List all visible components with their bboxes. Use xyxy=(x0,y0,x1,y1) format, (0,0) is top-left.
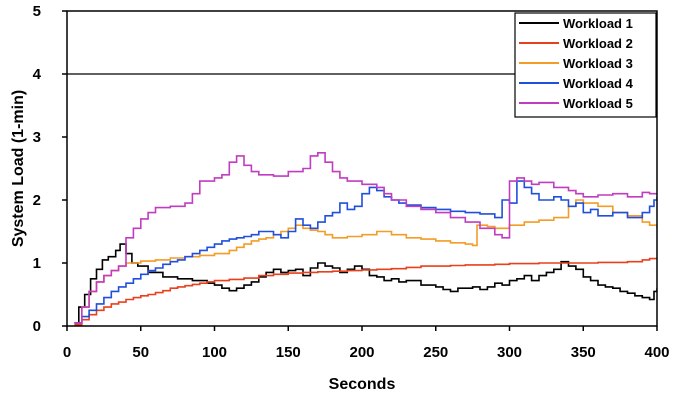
series-line-workload-4 xyxy=(74,180,657,324)
series-line-workload-1 xyxy=(74,243,657,324)
series-line-workload-5 xyxy=(74,152,657,324)
legend-box xyxy=(514,12,657,118)
x-axis: 0 50 100 150 200 250 300 350 400 xyxy=(63,326,670,361)
x-tick-label: 100 xyxy=(202,344,227,361)
legend: Workload 1 Workload 2 Workload 3 Workload 4… xyxy=(514,12,657,118)
x-tick-label: 300 xyxy=(497,344,522,361)
legend-label: Workload 2 xyxy=(563,36,633,51)
x-tick-label: 250 xyxy=(423,344,448,361)
legend-label: Workload 5 xyxy=(563,96,633,111)
series-layer xyxy=(74,152,657,326)
y-tick-label: 5 xyxy=(33,3,41,20)
y-tick-label: 2 xyxy=(33,192,41,209)
x-tick-label: 350 xyxy=(571,344,596,361)
series-line-workload-3 xyxy=(74,199,657,324)
x-tick-label: 0 xyxy=(63,344,71,361)
series-line-workload-2 xyxy=(74,257,657,326)
x-tick-label: 400 xyxy=(644,344,669,361)
y-tick-label: 0 xyxy=(33,318,41,335)
x-axis-title: Seconds xyxy=(329,376,396,393)
x-tick-label: 150 xyxy=(276,344,301,361)
y-tick-label: 1 xyxy=(33,255,41,272)
legend-label: Workload 3 xyxy=(563,56,633,71)
x-tick-label: 50 xyxy=(132,344,149,361)
y-tick-label: 4 xyxy=(33,66,42,83)
legend-label: Workload 1 xyxy=(563,16,633,31)
y-axis-title: System Load (1-min) xyxy=(10,90,27,247)
x-tick-label: 200 xyxy=(349,344,374,361)
legend-label: Workload 4 xyxy=(563,76,634,91)
y-axis: 0 1 2 3 4 5 xyxy=(33,3,67,335)
y-tick-label: 3 xyxy=(33,129,41,146)
